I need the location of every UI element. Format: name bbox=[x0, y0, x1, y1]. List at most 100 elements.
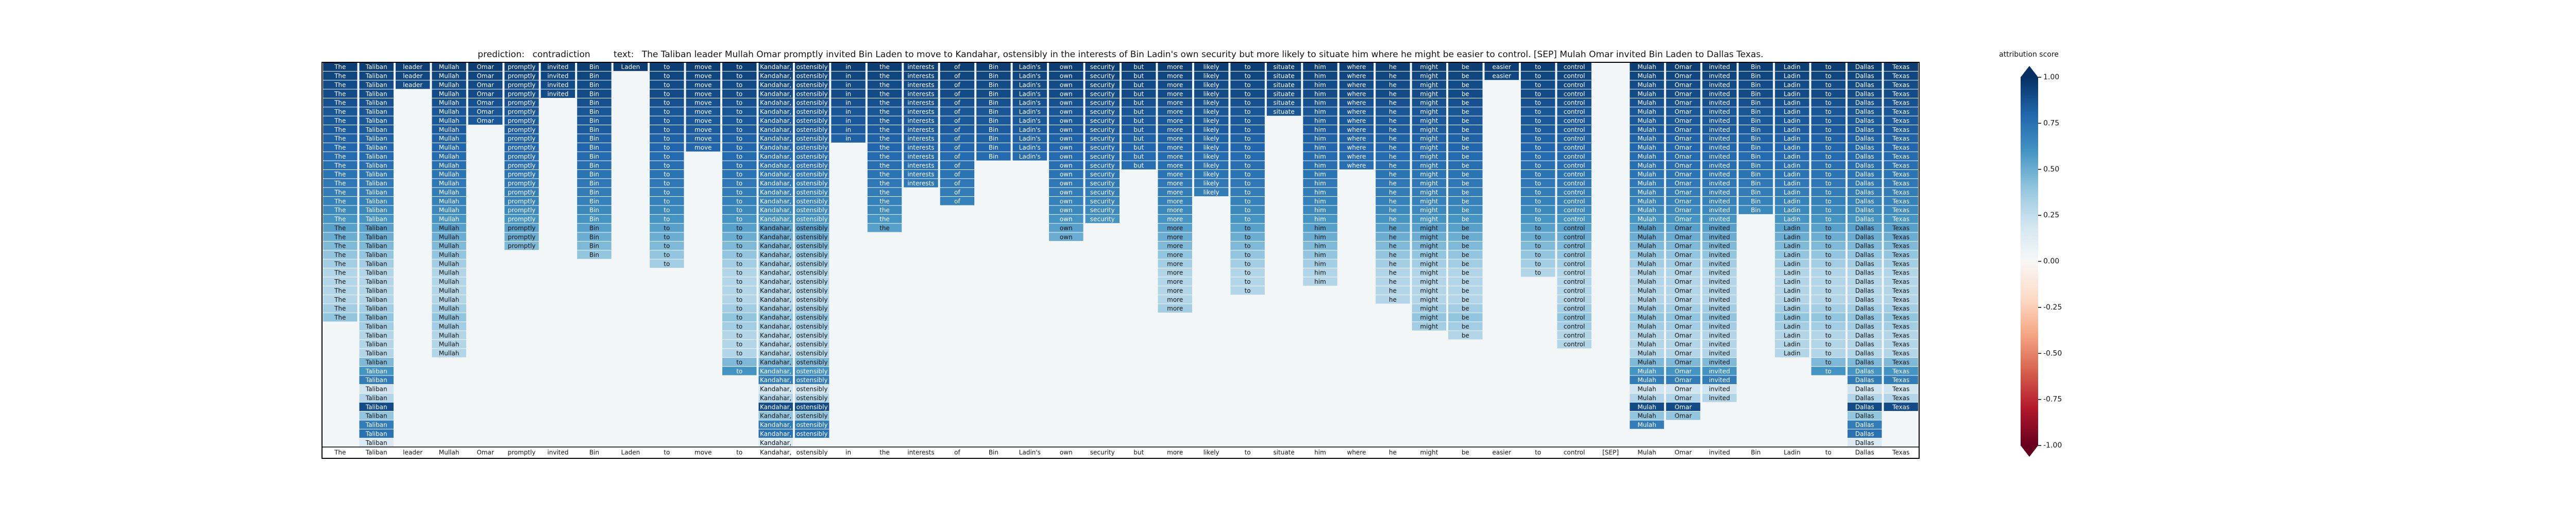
cell-token: the bbox=[879, 99, 890, 107]
cell-token: more bbox=[1167, 63, 1183, 71]
cell-token: to bbox=[736, 153, 742, 160]
token-label: to bbox=[1245, 449, 1251, 456]
cell-token: Kandahar, bbox=[760, 171, 791, 178]
attribution-cell bbox=[1848, 89, 1882, 98]
cell-token: Laden bbox=[621, 63, 640, 71]
attribution-cell bbox=[722, 197, 757, 205]
attribution-cell bbox=[1412, 89, 1447, 98]
attribution-cell bbox=[1848, 62, 1882, 71]
cell-token: Dallas bbox=[1855, 135, 1874, 142]
attribution-cell bbox=[1884, 98, 1918, 107]
cell-token: Dallas bbox=[1855, 117, 1874, 124]
cell-token: Kandahar, bbox=[760, 233, 791, 241]
cell-token: Bin bbox=[589, 180, 599, 187]
attribution-cell bbox=[722, 214, 757, 224]
cell-token: to bbox=[664, 153, 670, 160]
cell-token: more bbox=[1167, 144, 1183, 151]
cell-token: control bbox=[1564, 73, 1585, 80]
attribution-cell bbox=[323, 152, 358, 161]
attribution-cell bbox=[1230, 107, 1265, 116]
attribution-cell bbox=[1194, 125, 1229, 134]
attribution-cell bbox=[1775, 241, 1809, 250]
cell-token: Omar bbox=[1674, 198, 1691, 205]
cell-token: Dallas bbox=[1855, 171, 1874, 178]
attribution-cell bbox=[323, 125, 358, 134]
cell-token: more bbox=[1167, 225, 1183, 232]
cell-token: Mullah bbox=[439, 216, 460, 223]
attribution-cell bbox=[1448, 169, 1483, 179]
cell-token: but bbox=[1133, 144, 1144, 151]
cell-token: to bbox=[736, 126, 742, 133]
cell-token: The bbox=[334, 90, 346, 97]
attribution-cell bbox=[504, 62, 539, 71]
cell-token: invited bbox=[547, 63, 568, 71]
attribution-cell bbox=[1811, 80, 1846, 89]
attribution-cell bbox=[1738, 143, 1773, 152]
attribution-cell bbox=[1376, 125, 1410, 134]
cell-token: Bin bbox=[1751, 153, 1760, 160]
attribution-cell bbox=[1230, 71, 1265, 80]
cell-token: to bbox=[736, 99, 742, 107]
attribution-cell bbox=[1303, 161, 1337, 169]
attribution-cell bbox=[1630, 143, 1664, 152]
cell-token: Kandahar, bbox=[760, 225, 791, 232]
attribution-cell bbox=[468, 116, 503, 125]
cell-token: where bbox=[1347, 63, 1366, 71]
cell-token: where bbox=[1347, 73, 1366, 80]
cell-token: Mulah bbox=[1637, 99, 1656, 107]
attribution-cell bbox=[1012, 89, 1047, 98]
attribution-cell bbox=[1630, 205, 1664, 214]
attribution-cell bbox=[1339, 62, 1374, 71]
attribution-cell bbox=[1049, 179, 1083, 187]
attribution-cell bbox=[1230, 259, 1265, 268]
attribution-cell bbox=[904, 89, 938, 98]
cell-token: of bbox=[954, 73, 960, 80]
attribution-cell bbox=[758, 304, 793, 313]
cell-token: to bbox=[1825, 108, 1832, 115]
attribution-cell bbox=[1848, 134, 1882, 143]
cell-token: Dallas bbox=[1855, 323, 1874, 330]
attribution-cell bbox=[1376, 214, 1410, 224]
cell-token: to bbox=[1245, 135, 1251, 142]
attribution-cell bbox=[1012, 125, 1047, 134]
cell-token: Ladin bbox=[1784, 341, 1801, 348]
cell-token: Texas bbox=[1892, 90, 1909, 97]
cell-token: Taliban bbox=[365, 421, 387, 428]
cell-token: The bbox=[334, 287, 346, 294]
attribution-cell bbox=[940, 169, 975, 179]
attribution-cell bbox=[1702, 331, 1737, 340]
attribution-cell bbox=[1303, 152, 1337, 161]
attribution-cell bbox=[722, 232, 757, 241]
attribution-cell bbox=[432, 134, 466, 143]
attribution-cell bbox=[1775, 169, 1809, 179]
cell-token: Texas bbox=[1892, 63, 1909, 71]
attribution-cell bbox=[1884, 393, 1918, 402]
attribution-cell bbox=[686, 134, 720, 143]
cell-token: invited bbox=[1709, 207, 1730, 214]
attribution-cell bbox=[1884, 232, 1918, 241]
token-label: Laden bbox=[621, 449, 640, 456]
attribution-cell bbox=[1049, 187, 1083, 197]
cell-token: might bbox=[1420, 243, 1438, 250]
cell-token: Mulah bbox=[1637, 243, 1656, 250]
attribution-cell bbox=[1666, 268, 1701, 277]
attribution-cell bbox=[1412, 152, 1447, 161]
attribution-cell bbox=[1557, 277, 1591, 286]
attribution-cell bbox=[1448, 322, 1483, 331]
token-label: The bbox=[334, 449, 346, 456]
attribution-cell bbox=[867, 107, 902, 116]
cell-token: might bbox=[1420, 314, 1438, 321]
cell-token: to bbox=[1535, 198, 1541, 205]
attribution-cell bbox=[1376, 98, 1410, 107]
attribution-cell bbox=[1666, 152, 1701, 161]
cell-token: Dallas bbox=[1855, 233, 1874, 241]
attribution-cell bbox=[794, 331, 829, 340]
attribution-cell bbox=[794, 349, 829, 357]
attribution-cell bbox=[722, 331, 757, 340]
cell-token: be bbox=[1462, 162, 1469, 169]
attribution-cell bbox=[1666, 214, 1701, 224]
cell-token: likely bbox=[1204, 81, 1219, 89]
cell-token: Taliban bbox=[365, 162, 387, 169]
attribution-cell bbox=[504, 134, 539, 143]
cell-token: Ladin bbox=[1784, 108, 1801, 115]
